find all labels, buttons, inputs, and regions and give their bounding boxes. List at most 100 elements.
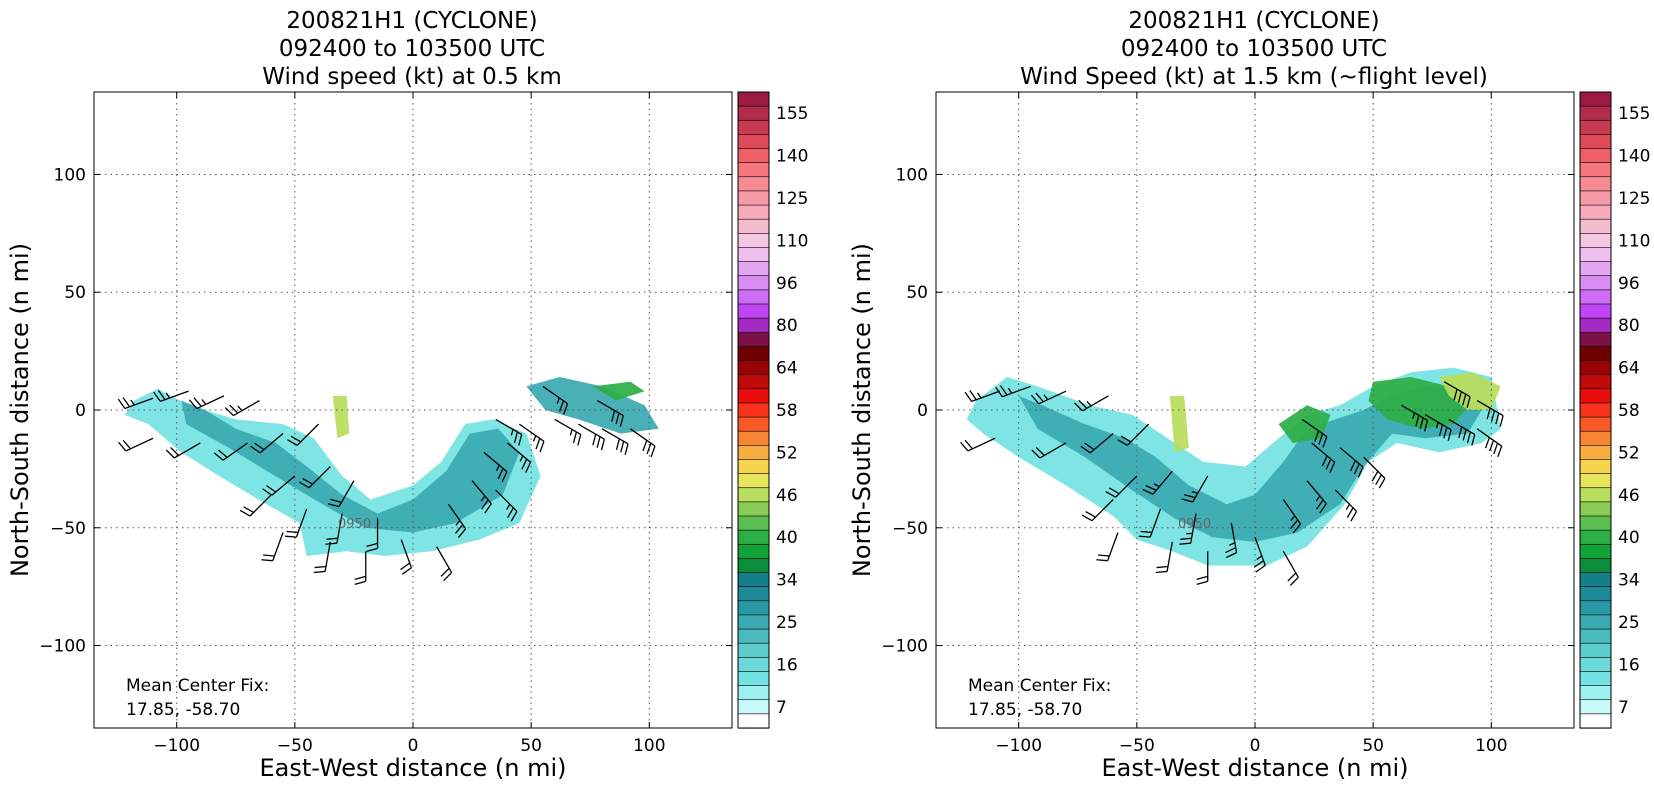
wind-speed-field [966, 367, 1501, 566]
colorbar-tick-label: 155 [1618, 104, 1650, 124]
colorbar-tick-label: 46 [1618, 486, 1640, 506]
colorbar-segment [737, 303, 770, 319]
colorbar-tick-label: 52 [776, 443, 798, 463]
colorbar-segment [1579, 473, 1612, 489]
colorbar-segment [1579, 430, 1612, 446]
wind-speed-region [332, 395, 350, 439]
wind-barb [1073, 395, 1109, 412]
wind-barb [188, 395, 225, 410]
colorbar-segment [737, 529, 770, 545]
y-tick-label: 50 [906, 283, 928, 303]
colorbar-segment [1579, 558, 1612, 574]
wind-barb [1081, 499, 1114, 522]
y-tick-label: 50 [64, 283, 86, 303]
y-tick-label: −50 [50, 519, 86, 539]
colorbar-segment [1579, 176, 1612, 192]
wind-barb [578, 423, 606, 451]
colorbar-frame [1579, 91, 1612, 729]
colorbar-segment [1579, 317, 1612, 333]
colorbar-segment [737, 600, 770, 616]
wind-barb [1424, 414, 1452, 441]
wind-barb [313, 541, 331, 574]
colorbar-segment [737, 487, 770, 503]
wind-barb [1142, 470, 1173, 495]
colorbar-segment [1579, 261, 1612, 277]
colorbar-tick-label: 155 [776, 104, 808, 124]
grid-lines [936, 92, 1574, 728]
colorbar-segment [737, 543, 770, 559]
x-axis-label: East-West distance (n mi) [1101, 754, 1408, 782]
colorbar-segment [737, 699, 770, 715]
colorbar-frame [737, 91, 770, 729]
x-tick-label: 100 [633, 736, 665, 756]
wind-speed-region [1018, 386, 1482, 542]
wind-barb [354, 551, 367, 585]
colorbar-segment [1579, 614, 1612, 630]
colorbar-tick-label: 25 [776, 613, 798, 633]
colorbar-segment [737, 119, 770, 136]
chart-title-line-1: 200821H1 (CYCLONE) [1128, 8, 1379, 34]
grid-lines [94, 92, 732, 728]
colorbar-segment [1579, 543, 1612, 559]
colorbar-tick-label: 16 [1618, 655, 1640, 675]
wind-barb [436, 546, 453, 582]
y-tick-label: 100 [54, 165, 86, 185]
colorbar-tick-label: 58 [776, 401, 798, 421]
y-tick-label: −100 [39, 637, 86, 657]
axis-ticks: −100 −50 0 50 100 −100 −50 0 50 100 [881, 92, 1574, 756]
axis-ticks: −100 −50 0 50 100 −100 −50 0 50 100 [39, 92, 732, 756]
colorbar-segment [737, 473, 770, 489]
wind-barb [224, 400, 260, 417]
wind-barb [1138, 508, 1162, 538]
colorbar-segment [737, 162, 770, 178]
y-axis-label: North-South distance (n mi) [6, 243, 34, 577]
colorbar-segment [737, 430, 770, 446]
wind-barb [1339, 447, 1364, 478]
colorbar-tick-label: 110 [776, 231, 808, 251]
colorbar-segment [1579, 416, 1612, 432]
colorbar-tick-label: 110 [1618, 231, 1650, 251]
colorbar-segment [1579, 713, 1612, 729]
wind-barb [1080, 433, 1114, 454]
colorbar-tick-label: 40 [776, 528, 798, 548]
colorbar-tick-label: 34 [1618, 571, 1640, 591]
x-tick-label: 0 [408, 736, 419, 756]
x-tick-label: −50 [1119, 736, 1155, 756]
colorbar-segment [737, 402, 770, 418]
x-tick-label: 50 [1362, 736, 1384, 756]
wind-barb [1476, 428, 1503, 458]
x-tick-label: 100 [1475, 736, 1507, 756]
colorbar-tick-label: 80 [776, 316, 798, 336]
colorbar-tick-label: 140 [776, 147, 808, 167]
wind-barb [596, 400, 624, 427]
wind-barb [1196, 551, 1209, 585]
colorbar-segment [1579, 586, 1612, 602]
colorbar-segment [737, 261, 770, 277]
colorbar-segment [737, 459, 770, 475]
colorbar-segment [1579, 600, 1612, 616]
x-axis-label: East-West distance (n mi) [259, 754, 566, 782]
colorbar-segment [1579, 685, 1612, 701]
colorbar-segment [1579, 119, 1612, 136]
wind-barbs [960, 381, 1504, 586]
y-tick-label: 0 [917, 401, 928, 421]
wind-barb [327, 480, 355, 508]
wind-speed-region [526, 377, 659, 434]
colorbar-segment [737, 713, 770, 729]
y-tick-label: −50 [892, 519, 928, 539]
x-tick-label: −50 [277, 736, 313, 756]
colorbar-segment [737, 614, 770, 630]
colorbar-segment [1579, 289, 1612, 305]
colorbar: 155 140 125 110 96 80 64 58 52 46 40 34 25 16 7 [737, 91, 808, 729]
panel-0p5km: 200821H1 (CYCLONE) 092400 to 103500 UTC … [6, 8, 808, 782]
wind-barb [1363, 456, 1386, 489]
wind-barb [630, 428, 656, 458]
wind-barb [118, 437, 154, 452]
panel-1p5km: 200821H1 (CYCLONE) 092400 to 103500 UTC … [848, 8, 1650, 782]
wind-barb [1334, 489, 1358, 522]
wind-barb [495, 489, 518, 522]
colorbar-segment [737, 247, 770, 263]
wind-barb [298, 466, 331, 489]
wind-barb [1179, 513, 1197, 545]
wind-barb [400, 539, 413, 575]
